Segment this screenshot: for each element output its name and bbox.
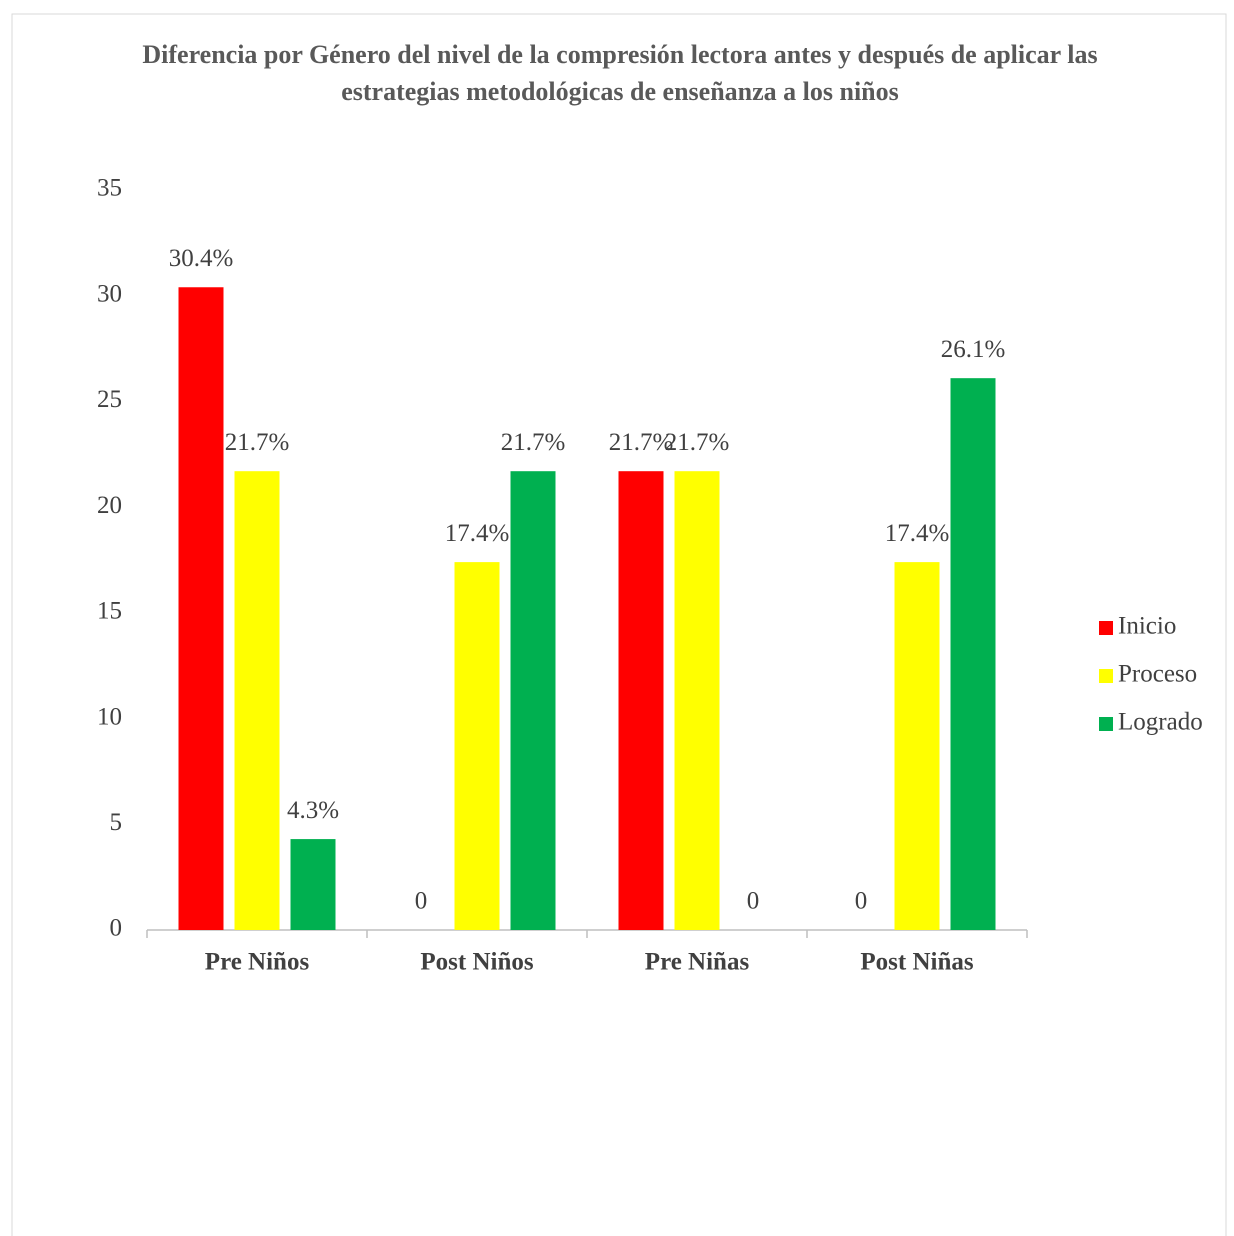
value-label: 0: [415, 888, 428, 915]
bar: [894, 562, 940, 930]
y-tick-label: 15: [97, 598, 122, 625]
value-label: 0: [855, 888, 868, 915]
value-label: 0: [747, 888, 760, 915]
y-tick-label: 0: [110, 915, 123, 942]
value-label: 21.7%: [665, 429, 730, 456]
value-label: 4.3%: [287, 797, 339, 824]
y-tick-label: 35: [97, 175, 122, 202]
legend-swatch: [1099, 717, 1113, 731]
legend-swatch: [1099, 621, 1113, 635]
x-tick-label: Post Niños: [420, 949, 533, 976]
x-tick-label: Pre Niños: [205, 949, 310, 976]
y-tick-label: 30: [97, 280, 122, 307]
bar: [618, 471, 664, 930]
bar: [290, 839, 336, 930]
x-tick-label: Pre Niñas: [645, 949, 750, 976]
value-label: 21.7%: [501, 429, 566, 456]
value-label: 26.1%: [941, 336, 1006, 363]
chart-title: Diferencia por Género del nivel de la co…: [142, 40, 1098, 106]
bar: [674, 471, 720, 930]
y-tick-label: 10: [97, 703, 122, 730]
value-label: 17.4%: [445, 520, 510, 547]
legend-label: Proceso: [1118, 661, 1197, 688]
chart-frame: [11, 13, 1227, 1236]
x-tick-label: Post Niñas: [860, 949, 973, 976]
value-label: 17.4%: [885, 520, 950, 547]
value-label: 21.7%: [609, 429, 674, 456]
value-label: 21.7%: [225, 429, 290, 456]
y-tick-label: 20: [97, 492, 122, 519]
bar: [454, 562, 500, 930]
y-tick-label: 25: [97, 386, 122, 413]
y-tick-label: 5: [110, 809, 123, 836]
bar: [234, 471, 280, 930]
legend-swatch: [1099, 669, 1113, 683]
bar: [178, 287, 224, 930]
legend-label: Inicio: [1118, 613, 1176, 640]
bar: [510, 471, 556, 930]
legend-label: Logrado: [1118, 709, 1203, 736]
value-label: 30.4%: [169, 245, 234, 272]
bar: [950, 378, 996, 931]
